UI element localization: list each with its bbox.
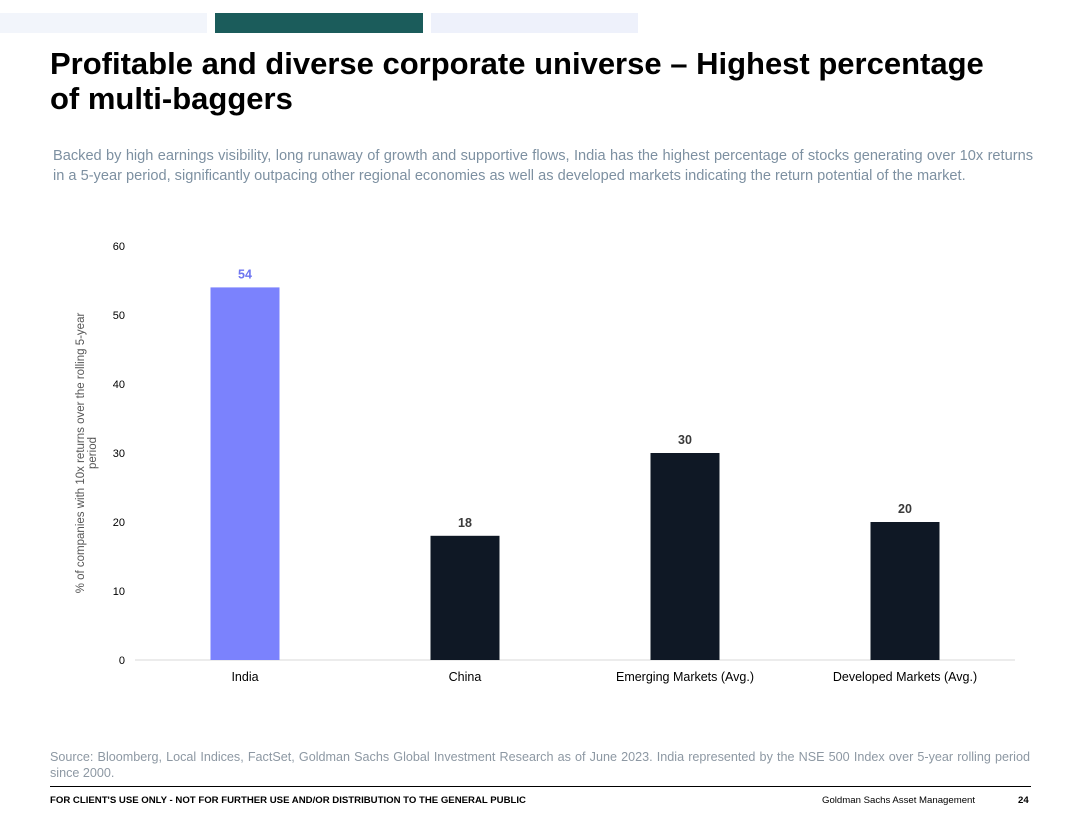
footer-brand: Goldman Sachs Asset Management: [822, 795, 976, 806]
x-tick-label: India: [231, 670, 258, 684]
page-subtitle: Backed by high earnings visibility, long…: [53, 148, 1033, 184]
bar: [430, 535, 500, 660]
header-accent-bar-right: [431, 13, 638, 33]
y-tick-label: 40: [113, 379, 125, 391]
y-tick-label: 60: [113, 241, 125, 253]
header-accent-bar-left: [0, 13, 207, 33]
source-note: Source: Bloomberg, Local Indices, FactSe…: [50, 750, 1030, 780]
y-tick-label: 10: [113, 586, 125, 598]
page-title: Profitable and diverse corporate univers…: [50, 46, 984, 116]
footer-disclaimer: FOR CLIENT'S USE ONLY - NOT FOR FURTHER …: [50, 795, 526, 806]
header-accent-bar-middle: [215, 13, 423, 33]
data-label: 20: [898, 502, 912, 516]
x-tick-label: China: [449, 670, 482, 684]
y-tick-label: 50: [113, 310, 125, 322]
x-tick-label: Emerging Markets (Avg.): [616, 670, 754, 684]
bar: [870, 522, 940, 660]
footer-divider: [50, 786, 1031, 787]
x-tick-label: Developed Markets (Avg.): [833, 670, 977, 684]
y-tick-label: 0: [119, 655, 125, 667]
y-tick-label: 20: [113, 517, 125, 529]
data-label: 18: [458, 516, 472, 530]
y-axis-title: % of companies with 10x returns over the…: [75, 313, 99, 594]
data-label: 30: [678, 433, 692, 447]
y-tick-label: 30: [113, 448, 125, 460]
data-label: 54: [238, 267, 252, 281]
bar: [210, 287, 280, 660]
bar-chart: 0 10 20 30 40 50 60 % of companies with 10x ret…: [75, 241, 1015, 684]
page-number: 24: [1018, 795, 1029, 806]
bar: [650, 453, 720, 660]
